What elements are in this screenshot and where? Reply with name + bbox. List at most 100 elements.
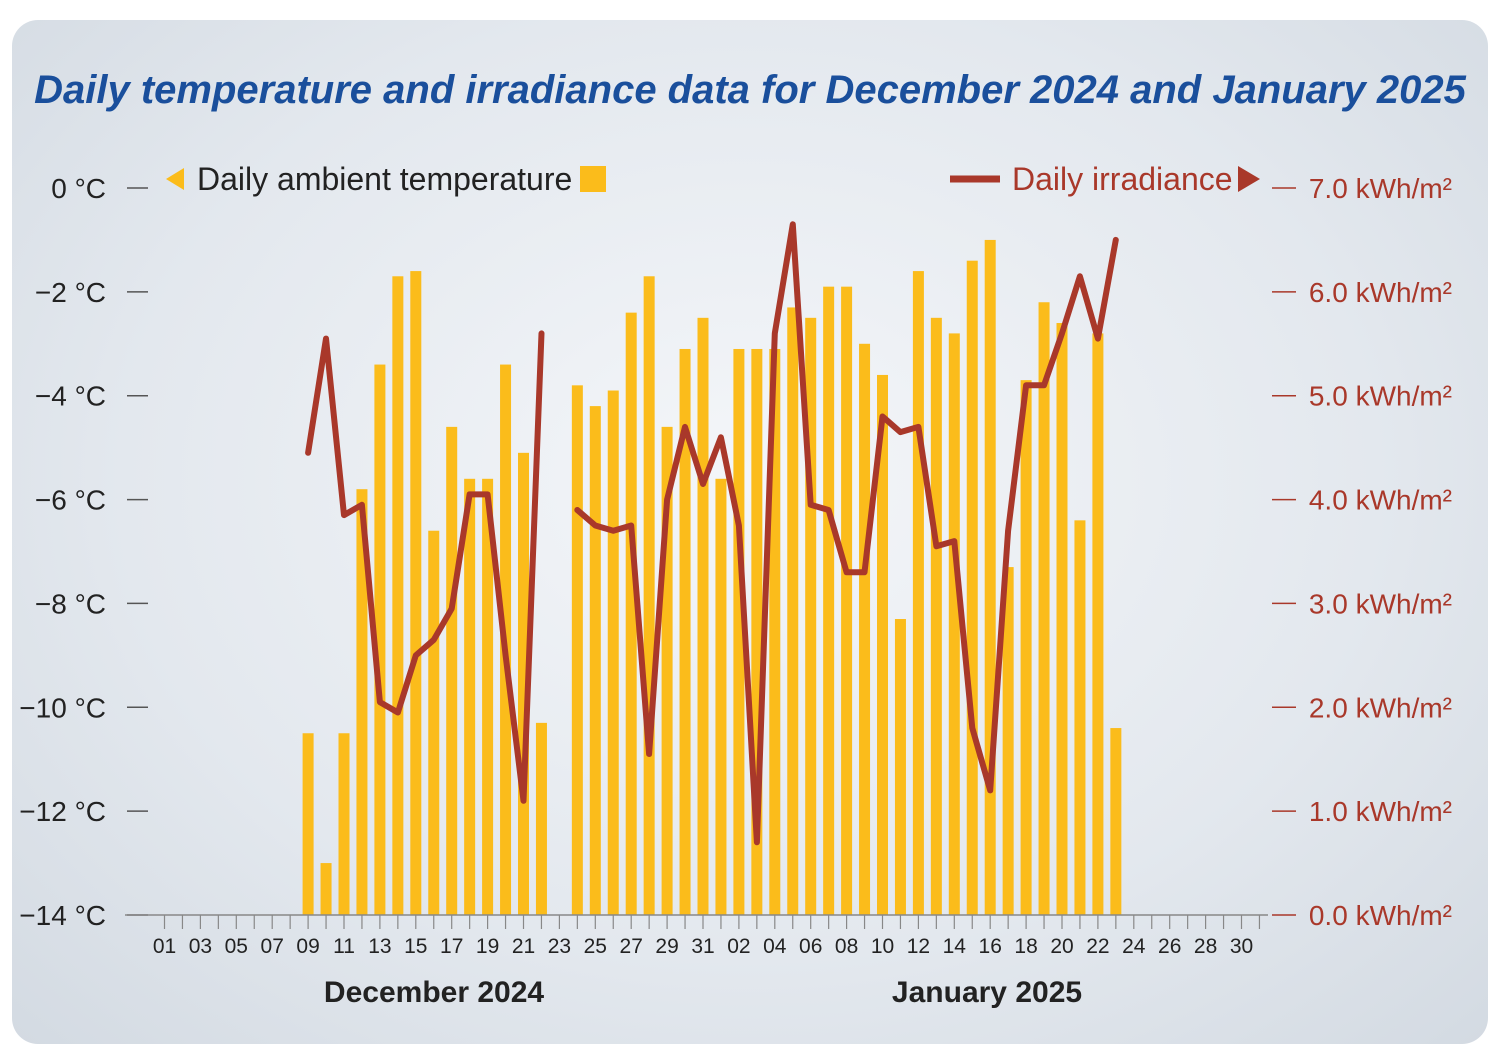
left-tick-label: −10 °C: [19, 692, 106, 723]
x-tick-label: 10: [871, 935, 894, 958]
temperature-bar: [1038, 302, 1050, 915]
temperature-bar: [877, 374, 888, 915]
right-tick-label: 4.0 kWh/m²: [1309, 485, 1452, 516]
irradiance-line-segment: [305, 330, 545, 804]
temperature-bar: [751, 348, 763, 915]
temperature-bar: [984, 239, 996, 915]
left-tick-label: −6 °C: [35, 485, 106, 516]
left-tick-label: −2 °C: [35, 277, 106, 308]
temperature-bar: [535, 722, 547, 915]
legend-irradiance-label: Daily irradiance: [1012, 161, 1233, 197]
temperature-bar: [589, 406, 601, 915]
temperature-bar: [787, 307, 799, 916]
chart-card: [12, 20, 1488, 1044]
x-tick-label: 04: [763, 935, 787, 958]
x-tick-label: 02: [727, 935, 750, 958]
temperature-bar: [841, 286, 853, 915]
left-tick-label: −12 °C: [19, 796, 106, 827]
temperature-bar: [410, 271, 422, 916]
month-label-december: December 2024: [324, 976, 544, 1009]
x-tick-label: 17: [440, 935, 463, 958]
temperature-bar: [428, 530, 440, 915]
x-tick-label: 30: [1230, 935, 1253, 958]
x-tick-label: 21: [512, 935, 535, 958]
temperature-bar: [607, 390, 619, 915]
x-tick-label: 11: [333, 935, 355, 958]
temperature-bar: [643, 276, 655, 915]
right-tick-label: 0.0 kWh/m²: [1309, 900, 1452, 931]
x-tick-label: 19: [476, 935, 499, 958]
temperature-bar: [338, 733, 350, 915]
left-arrow-icon: [166, 168, 184, 190]
left-tick-label: −4 °C: [35, 381, 106, 412]
temperature-bar: [518, 452, 529, 915]
x-tick-label: 14: [943, 935, 967, 958]
temperature-bar: [697, 317, 709, 916]
temperature-bar: [464, 478, 476, 915]
right-tick-label: 1.0 kWh/m²: [1309, 796, 1452, 827]
right-tick-label: 3.0 kWh/m²: [1309, 588, 1452, 619]
right-tick-label: 5.0 kWh/m²: [1309, 381, 1452, 412]
x-tick-label: 06: [799, 935, 822, 958]
x-tick-label: 27: [620, 935, 643, 958]
legend-temperature-label: Daily ambient temperature: [197, 161, 572, 197]
temperature-bar: [966, 260, 978, 915]
x-tick-label: 12: [907, 935, 930, 958]
irradiance-line: [305, 221, 1119, 846]
temperature-bar: [392, 276, 404, 915]
x-tick-label: 25: [584, 935, 607, 958]
right-axis: 7.0 kWh/m² 6.0 kWh/m² 5.0 kWh/m² 4.0 kWh/m²…: [1272, 173, 1452, 931]
month-label-january: January 2025: [892, 976, 1082, 1009]
temperature-bar: [1074, 520, 1086, 915]
x-tick-label: 16: [979, 935, 1002, 958]
temperature-bar: [320, 863, 332, 915]
x-tick-label: 26: [1158, 935, 1181, 958]
right-tick-label: 6.0 kWh/m²: [1309, 277, 1452, 308]
right-arrow-icon: [1238, 166, 1260, 192]
x-tick-label: 20: [1050, 935, 1073, 958]
x-tick-label: 15: [404, 935, 427, 958]
temperature-bar: [482, 478, 494, 915]
left-tick-label: −14 °C: [19, 900, 106, 931]
temperature-bar: [769, 348, 781, 915]
temperature-bars: [302, 239, 1122, 916]
temperature-bar: [1110, 728, 1122, 915]
x-tick-label: 28: [1194, 935, 1217, 958]
temperature-bar: [625, 312, 637, 916]
x-tick-label: 01: [153, 935, 176, 958]
x-tick-label: 18: [1014, 935, 1037, 958]
temperature-bar: [859, 343, 871, 915]
x-tick-label: 03: [189, 935, 212, 958]
left-tick-label: 0 °C: [51, 173, 106, 204]
temperature-bar: [1020, 380, 1032, 915]
x-tick-label: 09: [296, 935, 319, 958]
temperature-bar: [446, 426, 458, 915]
x-tick-label: 22: [1086, 935, 1109, 958]
right-tick-label: 2.0 kWh/m²: [1309, 692, 1452, 723]
temperature-bar: [1092, 333, 1104, 915]
temperature-bar: [948, 333, 960, 915]
temperature-bar: [302, 733, 314, 915]
chart-title: Daily temperature and irradiance data fo…: [34, 68, 1467, 112]
x-tick-label: 05: [225, 935, 248, 958]
x-tick-label: 08: [835, 935, 858, 958]
x-tick-label: 13: [368, 935, 391, 958]
irradiance-line-segment: [574, 221, 1119, 846]
temperature-bar: [661, 426, 673, 915]
x-tick-label: 31: [691, 935, 714, 958]
left-tick-label: −8 °C: [35, 588, 106, 619]
x-tick-label: 23: [548, 935, 571, 958]
legend-temperature: Daily ambient temperature: [166, 161, 606, 197]
temperature-bar: [894, 619, 906, 915]
x-tick-label: 24: [1122, 935, 1146, 958]
temperature-bar: [679, 348, 691, 915]
legend-temperature-swatch: [580, 166, 606, 192]
temperature-bar: [1056, 323, 1068, 915]
temperature-bar: [374, 364, 386, 915]
left-axis: 0 °C −2 °C −4 °C −6 °C −8 °C −10 °C −12 °C −14 …: [19, 173, 148, 931]
temperature-bar: [733, 348, 745, 915]
temperature-bar: [571, 385, 583, 915]
x-tick-label: 07: [261, 935, 284, 958]
temperature-bar: [715, 478, 727, 915]
